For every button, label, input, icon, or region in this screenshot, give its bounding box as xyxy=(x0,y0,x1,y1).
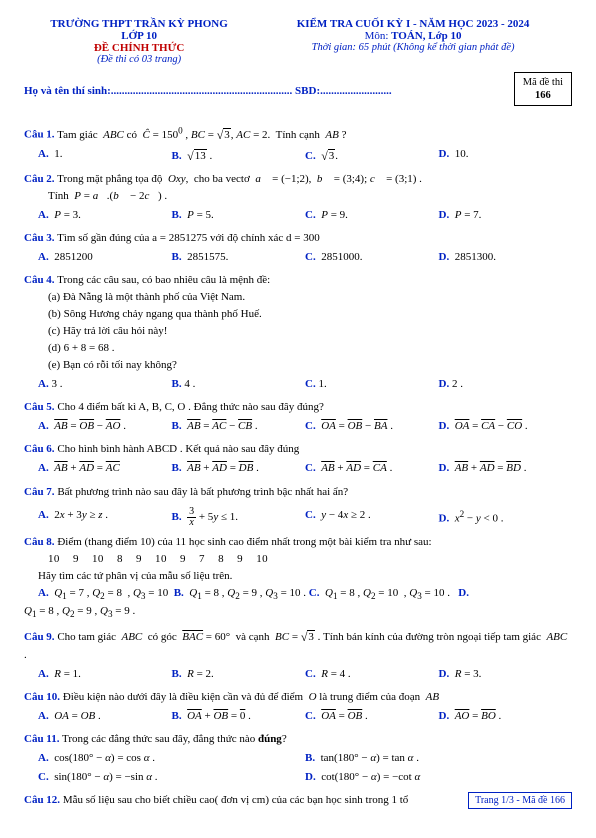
q-text: Trong các câu sau, có bao nhiêu câu là m… xyxy=(57,274,270,286)
q-sub-e: (e) Bạn có rỗi tối nay không? xyxy=(48,357,572,374)
q-text: Trong mặt phẳng tọa độ Oxy, cho ba vectơ… xyxy=(57,173,422,185)
question-8: Câu 8. Điểm (thang điểm 10) của 11 học s… xyxy=(24,534,572,622)
q-num: Câu 7. xyxy=(24,486,55,498)
time-line: Thời gian: 65 phút (Không kể thời gian p… xyxy=(254,42,572,53)
question-7: Câu 7. Bất phương trình nào sau đây là b… xyxy=(24,484,572,528)
q-text: Cho hình bình hành ABCD . Kết quả nào sa… xyxy=(57,443,299,455)
opt-d: 2 . xyxy=(452,378,463,390)
q-num: Câu 8. xyxy=(24,536,55,548)
question-1: Câu 1. Tam giác ABC có Ĉ = 1500 , BC = √… xyxy=(24,123,572,165)
q-text: Cho 4 điểm bất kì A, B, C, O . Đẳng thức… xyxy=(57,401,324,413)
q-num: Câu 3. xyxy=(24,232,55,244)
q-sub-d: (d) 6 + 8 = 68 . xyxy=(48,340,572,357)
opt-c: 2851000. xyxy=(321,251,362,263)
q-mark: ? xyxy=(282,733,287,745)
opt-a: 2851200 xyxy=(54,251,93,263)
opt-b: 4 . xyxy=(184,378,195,390)
q-num: Câu 12. xyxy=(24,794,60,806)
footer-page: Trang 1/3 - Mã đề 166 xyxy=(468,792,572,809)
opt-d: 2851300. xyxy=(455,251,496,263)
q-text: Bất phương trình nào sau đây là bất phươ… xyxy=(57,486,348,498)
official-line: ĐỀ CHÍNH THỨC xyxy=(24,42,254,54)
subject-line: Môn: TOÁN, Lớp 10 xyxy=(254,30,572,42)
opt-c: 1. xyxy=(318,378,326,390)
opt-d: 10. xyxy=(455,148,469,160)
q-text2: Hãy tìm các tứ phân vị của mẫu số liệu t… xyxy=(38,568,572,585)
q-sub-c: (c) Hãy trả lời câu hỏi này! xyxy=(48,323,572,340)
subject-label: Môn: xyxy=(365,30,392,42)
q-data: 10 9 10 8 9 10 9 7 8 9 10 xyxy=(48,551,572,568)
name-field: Họ và tên thí sinh:.....................… xyxy=(24,85,292,97)
header-block: TRƯỜNG THPT TRẦN KỲ PHONG LỚP 10 ĐỀ CHÍN… xyxy=(24,18,572,65)
q-sub-a: (a) Đà Nẵng là một thành phố của Việt Na… xyxy=(48,289,572,306)
q-num: Câu 11. xyxy=(24,733,59,745)
code-number: 166 xyxy=(523,89,563,102)
code-label: Mã đề thi xyxy=(523,76,563,89)
question-2: Câu 2. Trong mặt phẳng tọa độ Oxy, cho b… xyxy=(24,171,572,224)
grade-line: LỚP 10 xyxy=(24,30,254,42)
q-bold: đúng xyxy=(258,733,282,745)
q-text: Trong các đẳng thức sau đây, đẳng thức n… xyxy=(62,733,258,745)
question-11: Câu 11. Trong các đẳng thức sau đây, đẳn… xyxy=(24,731,572,786)
opt-c: √3. xyxy=(321,150,338,162)
q-num: Câu 9. xyxy=(24,631,55,643)
exam-title: KIỂM TRA CUỐI KỲ I - NĂM HỌC 2023 - 2024 xyxy=(254,18,572,30)
q-num: Câu 4. xyxy=(24,274,55,286)
subject-name: TOÁN, Lớp 10 xyxy=(391,30,461,42)
q-text: Tam giác ABC có Ĉ = 1500 , BC = √3, AC =… xyxy=(57,129,346,141)
opt-b: √13 . xyxy=(187,150,212,162)
q-text: Điểm (thang điểm 10) của 11 học sinh cao… xyxy=(57,536,431,548)
q-text: Tìm số gần đúng của a = 2851275 với độ c… xyxy=(57,232,320,244)
q-num: Câu 1. xyxy=(24,129,55,141)
name-row: Họ và tên thí sinh:.....................… xyxy=(24,85,572,97)
q-num: Câu 2. xyxy=(24,173,55,185)
q-sub-b: (b) Sông Hương chảy ngang qua thành phố … xyxy=(48,306,572,323)
school-name: TRƯỜNG THPT TRẦN KỲ PHONG xyxy=(24,18,254,30)
question-4: Câu 4. Trong các câu sau, có bao nhiêu c… xyxy=(24,272,572,393)
question-6: Câu 6. Cho hình bình hành ABCD . Kết quả… xyxy=(24,441,572,477)
sbd-field: SBD:.......................... xyxy=(292,85,391,97)
q-num: Câu 10. xyxy=(24,691,60,703)
q-num: Câu 5. xyxy=(24,401,55,413)
q-sub: Tính P = a⃗.(b⃗ − 2c⃗) . xyxy=(48,188,572,205)
questions: Câu 1. Tam giác ABC có Ĉ = 1500 , BC = √… xyxy=(24,123,572,809)
question-3: Câu 3. Tìm số gần đúng của a = 2851275 v… xyxy=(24,230,572,266)
question-10: Câu 10. Điều kiện nào dưới đây là điều k… xyxy=(24,689,572,725)
q-text: Cho tam giác ABC có góc BAC = 60° và cạn… xyxy=(24,631,567,660)
exam-code-box: Mã đề thi 166 xyxy=(514,72,572,106)
pages-line: (Đề thi có 03 trang) xyxy=(24,54,254,65)
q-text: Mẫu số liệu sau cho biết chiều cao( đơn … xyxy=(63,794,409,806)
question-9: Câu 9. Cho tam giác ABC có góc BAC = 60°… xyxy=(24,627,572,682)
question-5: Câu 5. Cho 4 điểm bất kì A, B, C, O . Đẳ… xyxy=(24,399,572,435)
opt-b: 2851575. xyxy=(187,251,228,263)
q-num: Câu 6. xyxy=(24,443,55,455)
opt-a: 1. xyxy=(54,148,62,160)
q-text: Điều kiện nào dưới đây là điều kiện cần … xyxy=(63,691,439,703)
opt-a: 3 . xyxy=(51,378,62,390)
